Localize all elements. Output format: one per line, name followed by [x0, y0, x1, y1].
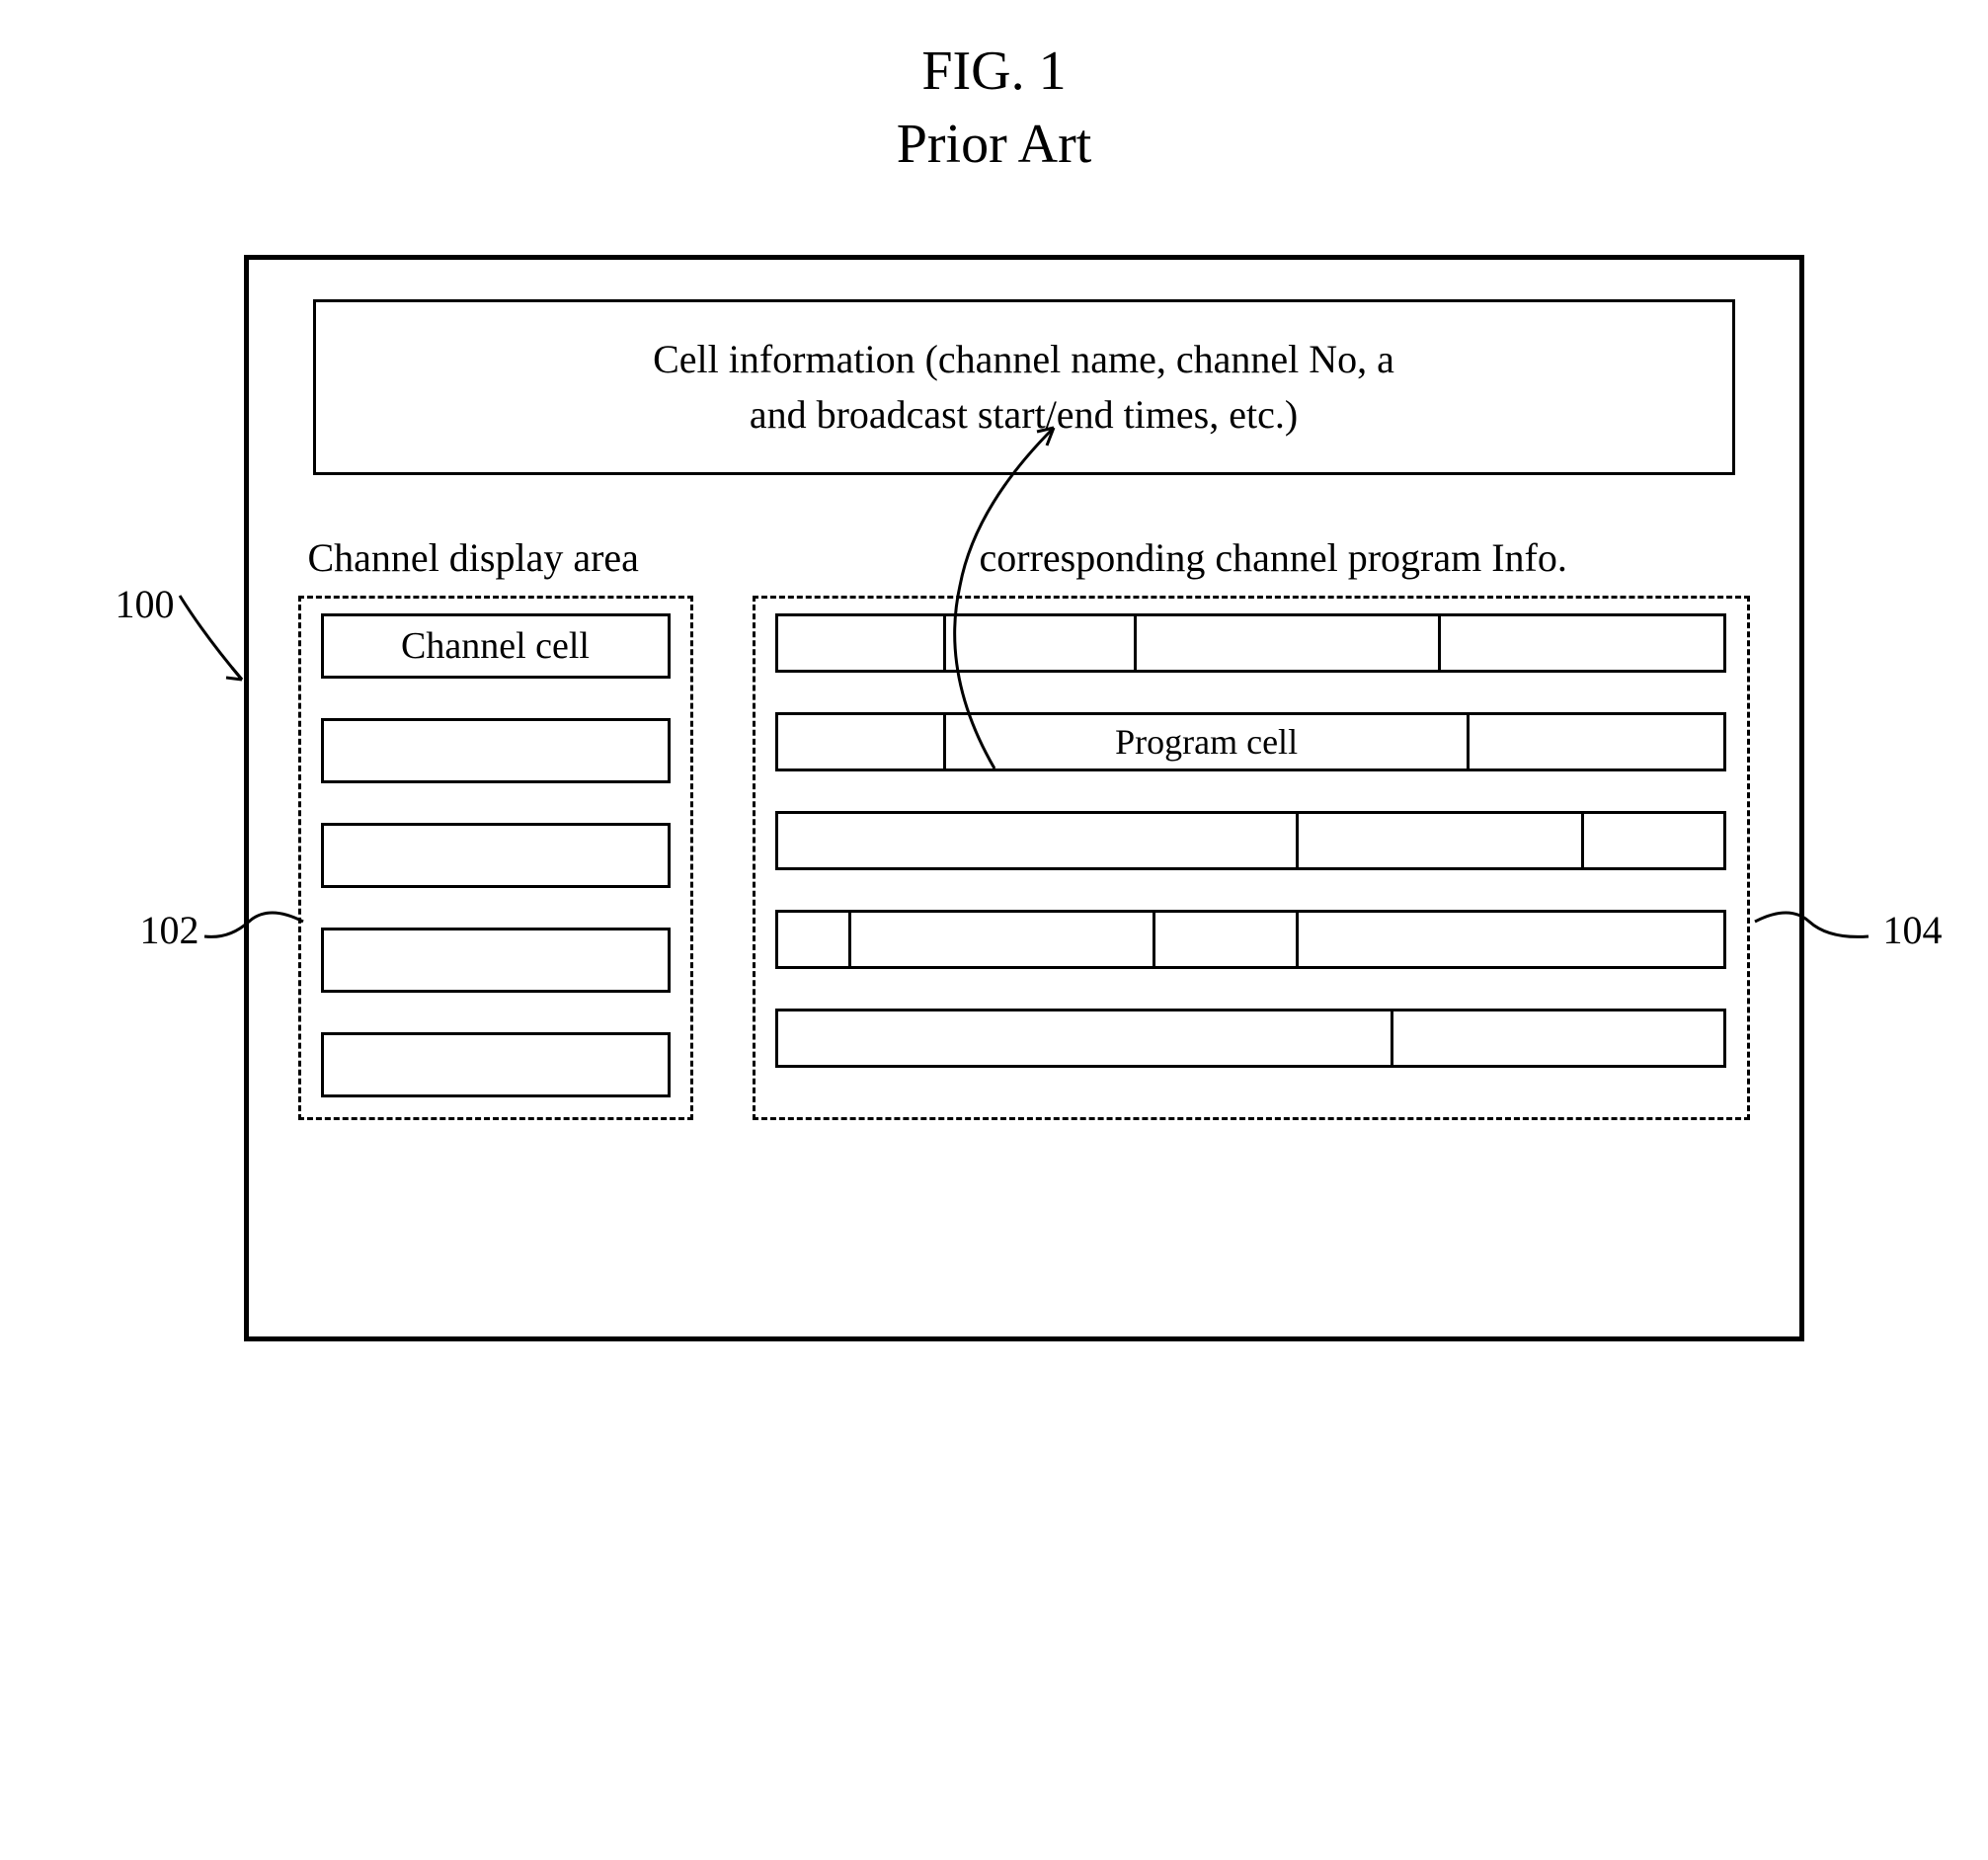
channel-area-label: Channel display area [308, 534, 723, 581]
program-cell [946, 613, 1137, 673]
info-line-2: and broadcast start/end times, etc.) [750, 392, 1298, 437]
program-row [775, 1009, 1727, 1068]
program-cell [1137, 613, 1441, 673]
title-line-1: FIG. 1 [106, 40, 1883, 103]
program-info-area: Program cell [753, 596, 1750, 1120]
program-row [775, 910, 1727, 969]
ref-102: 102 [140, 907, 199, 953]
program-cell [775, 613, 947, 673]
info-line-1: Cell information (channel name, channel … [653, 337, 1394, 381]
ref-100: 100 [116, 581, 175, 627]
program-cell [1584, 811, 1727, 870]
channel-cell [321, 928, 671, 993]
channel-cell [321, 1032, 671, 1097]
channel-cell [321, 718, 671, 783]
program-cell [1441, 613, 1726, 673]
channel-cell [321, 823, 671, 888]
program-row [775, 811, 1727, 870]
diagram-wrapper: 100 102 104 Cell information (channel na… [244, 255, 1883, 1341]
program-cell [775, 712, 947, 771]
program-cell [775, 910, 851, 969]
program-cell [851, 910, 1155, 969]
program-cell [1155, 910, 1299, 969]
program-cell [775, 1009, 1394, 1068]
figure-title: FIG. 1 Prior Art [106, 40, 1883, 176]
program-cell [1393, 1009, 1726, 1068]
program-row: Program cell [775, 712, 1727, 771]
ref-104: 104 [1883, 907, 1943, 953]
program-cell: Program cell [946, 712, 1470, 771]
cell-information-box: Cell information (channel name, channel … [313, 299, 1735, 475]
program-cell [775, 811, 1299, 870]
figure-container: FIG. 1 Prior Art 100 102 104 Cell inform… [106, 40, 1883, 1341]
program-cell [1470, 712, 1726, 771]
program-cell [1299, 811, 1584, 870]
title-line-2: Prior Art [106, 113, 1883, 176]
channel-display-area: Channel cell [298, 596, 693, 1120]
channel-cell: Channel cell [321, 613, 671, 679]
program-cell [1299, 910, 1727, 969]
area-labels-row: Channel display area corresponding chann… [298, 534, 1750, 581]
grid-area: Channel cell Program cell [298, 596, 1750, 1120]
program-row [775, 613, 1727, 673]
program-area-label: corresponding channel program Info. [980, 534, 1567, 581]
outer-box: Cell information (channel name, channel … [244, 255, 1804, 1341]
